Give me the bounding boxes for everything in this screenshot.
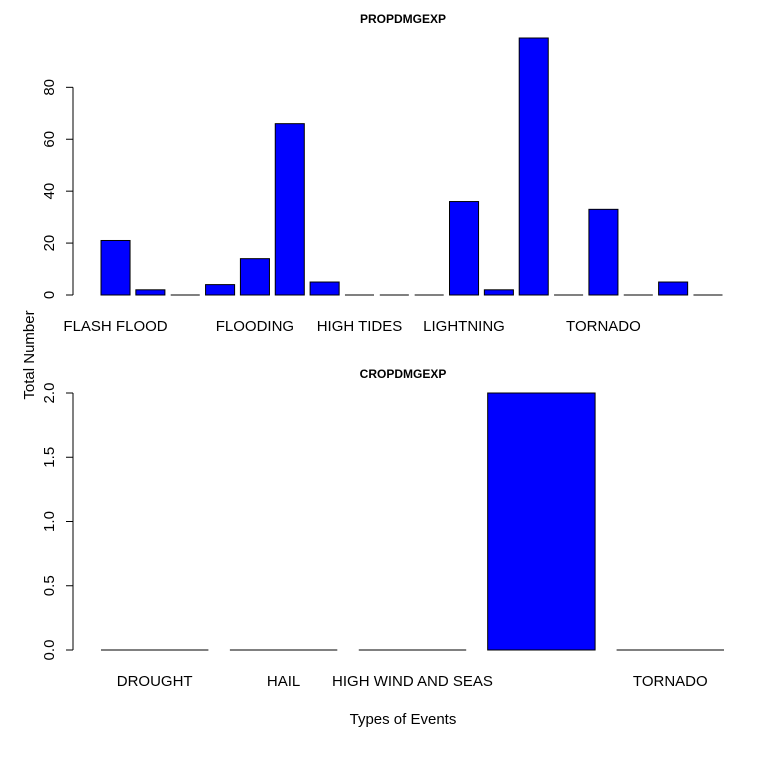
bar bbox=[658, 281, 689, 296]
x-tick-label: TORNADO bbox=[633, 673, 708, 690]
y-tick-label: 1.0 bbox=[41, 511, 58, 532]
chart-title: PROPDMGEXP bbox=[360, 12, 446, 26]
x-tick-label: FLOODING bbox=[216, 318, 294, 335]
bar bbox=[449, 201, 480, 296]
bar bbox=[274, 123, 305, 296]
bar bbox=[518, 37, 549, 296]
y-axis-label: Total Number bbox=[21, 310, 38, 399]
y-tick-label: 2.0 bbox=[41, 383, 58, 404]
y-tick-label: 1.5 bbox=[41, 447, 58, 468]
bar bbox=[487, 392, 596, 651]
chart-title: CROPDMGEXP bbox=[360, 367, 447, 381]
x-tick-label: HIGH TIDES bbox=[317, 318, 403, 335]
bar bbox=[135, 289, 166, 296]
y-tick-label: 0 bbox=[41, 291, 58, 299]
y-tick-label: 0.5 bbox=[41, 575, 58, 596]
y-tick-label: 80 bbox=[41, 79, 58, 96]
x-tick-label: TORNADO bbox=[566, 318, 641, 335]
x-tick-label: HIGH WIND AND SEAS bbox=[332, 673, 493, 690]
bar bbox=[588, 208, 619, 296]
bar bbox=[309, 281, 340, 296]
y-tick-label: 60 bbox=[41, 131, 58, 148]
bar bbox=[239, 258, 270, 296]
x-tick-label: HAIL bbox=[267, 673, 300, 690]
x-tick-label: DROUGHT bbox=[117, 673, 193, 690]
y-tick-label: 20 bbox=[41, 235, 58, 252]
bar bbox=[205, 284, 236, 296]
bar bbox=[100, 239, 131, 296]
y-tick-label: 0.0 bbox=[41, 640, 58, 661]
x-axis-label: Types of Events bbox=[350, 711, 457, 728]
bar bbox=[483, 289, 514, 296]
x-tick-label: LIGHTNING bbox=[423, 318, 505, 335]
x-tick-label: FLASH FLOOD bbox=[63, 318, 167, 335]
y-tick-label: 40 bbox=[41, 183, 58, 200]
